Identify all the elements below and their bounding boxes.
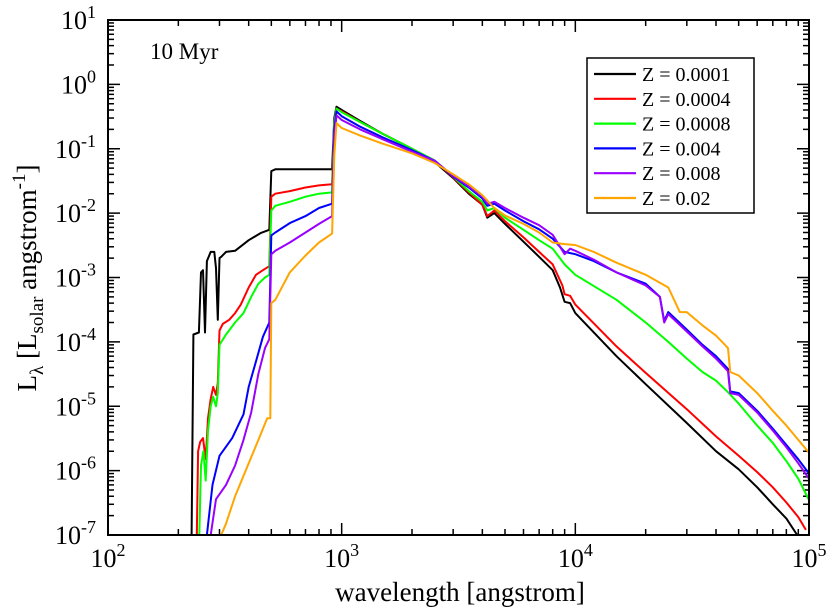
- y-axis-title: Lλ [Lsolar angstrom-1]: [9, 165, 48, 392]
- series-line-5: [220, 122, 809, 535]
- x-tick-labels: 102 103 104 105: [91, 540, 827, 573]
- annotation-age: 10 Myr: [150, 39, 219, 64]
- y-title-sup: -1: [9, 174, 30, 190]
- legend-label: Z = 0.008: [642, 163, 721, 185]
- legend-box: [586, 57, 755, 214]
- y-tick-labels: 101 100 10-1 10-2 10-3 10-4 10-5 10-6 10-7: [55, 2, 96, 550]
- y-tick-label: 10-7: [55, 517, 96, 550]
- x-axis-title: wavelength [angstrom]: [335, 577, 585, 607]
- x-tick-label: 104: [558, 540, 593, 573]
- x-tick-label: 105: [792, 540, 827, 573]
- y-tick-label: 101: [61, 2, 96, 35]
- y-title-main: L: [12, 375, 42, 392]
- series-line-2: [198, 107, 809, 535]
- y-title-unit: angstrom: [12, 189, 42, 296]
- y-title-sub-solar: solar: [27, 296, 48, 334]
- series-line-0: [190, 105, 799, 535]
- y-tick-label: 10-2: [55, 195, 96, 228]
- x-tick-label: 102: [91, 540, 126, 573]
- legend-label: Z = 0.004: [642, 138, 721, 160]
- legend-label: Z = 0.0008: [642, 114, 731, 136]
- y-tick-label: 100: [61, 66, 96, 99]
- y-tick-label: 10-4: [55, 324, 96, 357]
- series-line-4: [209, 114, 809, 535]
- y-title-sub-lambda: λ: [27, 365, 48, 375]
- plot-frame: [107, 19, 810, 536]
- legend-label: Z = 0.02: [642, 188, 711, 210]
- y-title-close: ]: [12, 165, 42, 174]
- y-tick-label: 10-6: [55, 453, 96, 486]
- y-tick-label: 10-1: [55, 131, 96, 164]
- series-lines: [190, 105, 809, 535]
- legend-label: Z = 0.0001: [642, 64, 731, 86]
- x-tick-label: 103: [324, 540, 359, 573]
- y-title-open: [L: [12, 334, 42, 366]
- y-tick-label: 10-3: [55, 260, 96, 293]
- legend-label: Z = 0.0004: [642, 89, 731, 111]
- y-tick-label: 10-5: [55, 388, 96, 421]
